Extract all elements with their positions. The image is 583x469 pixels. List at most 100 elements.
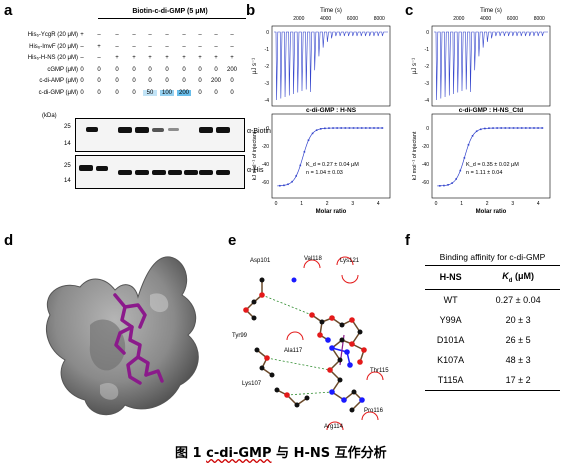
antibody-biotin: α-Biotin [247, 128, 271, 135]
itc-data-point [279, 184, 281, 187]
itc-data-point [516, 127, 519, 129]
blot-cell: – [80, 55, 84, 61]
itc-data-point [352, 127, 355, 129]
col-hns: H-NS [439, 272, 462, 283]
mutant-kd: 26 ± 5 [505, 334, 531, 345]
itc-data-point [467, 143, 470, 146]
itc-data-point [364, 127, 367, 129]
x-tick: 1 [300, 201, 303, 207]
affinity-table: H-NS Kd (μM) WT 0.27 ± 0.04 Y99A 20 ± 3 D101… [425, 265, 560, 391]
mutant-kd: 48 ± 3 [505, 354, 531, 365]
panel-label-f: f [405, 232, 410, 249]
itc-data-point [475, 130, 478, 133]
blot-cell: 0 [230, 89, 234, 96]
residue-tyr99: Tyr99 [232, 333, 248, 339]
itc-data-point [451, 182, 453, 184]
blot-cell: – [230, 43, 234, 50]
itc-data-point [340, 127, 343, 129]
his-blot [75, 155, 245, 189]
blot-header-rule [98, 18, 246, 19]
itc-data-point [541, 127, 543, 129]
blot-cell: + [148, 55, 152, 61]
itc-data-point [492, 127, 494, 129]
blot-cell: – [148, 32, 152, 38]
blot-cell: – [182, 43, 186, 50]
blot-cell: 0 [214, 89, 218, 96]
itc-data-point [520, 127, 523, 129]
residue-lys121: Lys121 [340, 258, 360, 264]
blot-cell: – [132, 32, 136, 38]
blot-band [152, 128, 164, 132]
blot-band [152, 170, 166, 175]
n-value: n = 1.04 ± 0.03 [306, 170, 343, 176]
blot-band [96, 166, 108, 171]
y-tick-bottom: 0 [426, 126, 429, 132]
itc-data-point [287, 183, 289, 186]
y-tick-bottom: -40 [262, 162, 269, 168]
itc-data-point [356, 127, 359, 129]
blot-cell: + [214, 55, 218, 61]
itc-data-point [500, 127, 503, 129]
itc-title: c-di-GMP : H-NS_Ctd [459, 107, 524, 114]
y-tick-top: -3 [425, 81, 430, 87]
blot-band [216, 170, 230, 175]
blot-band [184, 170, 198, 175]
biotin-blot [75, 118, 245, 152]
marker-25-top: 25 [64, 124, 71, 130]
blot-cell: – [230, 32, 234, 38]
panel-label-a: a [4, 2, 13, 19]
time-tick: 2000 [453, 16, 464, 22]
blot-cell: – [165, 32, 169, 38]
blot-cell: 0 [230, 78, 234, 84]
x-tick: 4 [377, 201, 380, 207]
time-tick: 4000 [480, 16, 491, 22]
itc-data-point [328, 127, 330, 129]
c-di-gmp-ligand [113, 293, 164, 385]
blot-cell: 0 [97, 78, 101, 84]
residue-asp101: Asp101 [250, 258, 271, 264]
blot-cell: 200 [210, 78, 221, 84]
itc-data-point [295, 175, 298, 177]
y-tick-top: 0 [426, 30, 429, 36]
affinity-row: WT 0.27 ± 0.04 [425, 289, 560, 310]
itc-data-point [496, 127, 498, 129]
caption-suffix: 与 H-NS 互作分析 [271, 446, 387, 461]
itc-data-point [324, 127, 326, 130]
blot-band [118, 127, 132, 133]
y-tick-top: -4 [425, 98, 430, 104]
itc-data-point [373, 127, 375, 129]
mutant-name: K107A [437, 354, 465, 365]
itc-data-point [291, 180, 293, 183]
blot-cell: 0 [148, 78, 152, 84]
itc-data-point [529, 127, 531, 129]
blot-cell: 50 [143, 89, 157, 96]
blot-cell: 0 [182, 66, 186, 73]
y-tick-bottom: -20 [262, 144, 269, 150]
protein-surface-image [46, 256, 199, 415]
x-axis-label: Molar ratio [476, 209, 507, 215]
blot-cell: + [97, 43, 101, 50]
carbon-atoms [251, 277, 363, 413]
panel-label-d: d [4, 232, 14, 249]
mutant-kd: 20 ± 3 [505, 314, 531, 325]
blot-cell: 0 [198, 66, 202, 73]
ligplot-interaction-diagram: Asp101 Val118 Lys121 Tyr99 Ala117 Thr115… [232, 256, 389, 431]
panel-label-e: e [228, 232, 237, 249]
affinity-row: D101A 26 ± 5 [425, 330, 560, 350]
blot-cell: – [115, 43, 119, 50]
time-tick: 6000 [347, 16, 358, 22]
y-tick-top: -1 [265, 47, 270, 53]
mutant-name: Y99A [439, 314, 462, 325]
blot-cell: + [165, 55, 169, 61]
blot-row-label: His₆-YcgR (20 μM) [27, 32, 78, 38]
blot-cell: + [198, 55, 202, 61]
blot-cell: 0 [80, 78, 84, 84]
marker-25-bottom: 25 [64, 163, 71, 169]
blot-cell: 0 [198, 89, 202, 96]
time-tick: 8000 [374, 16, 385, 22]
blot-cell: – [198, 43, 202, 50]
caption-prefix: 图 1 [175, 446, 207, 461]
blot-cell: 0 [80, 89, 84, 96]
kda-label: (kDa) [42, 113, 57, 119]
blot-band [86, 127, 98, 132]
